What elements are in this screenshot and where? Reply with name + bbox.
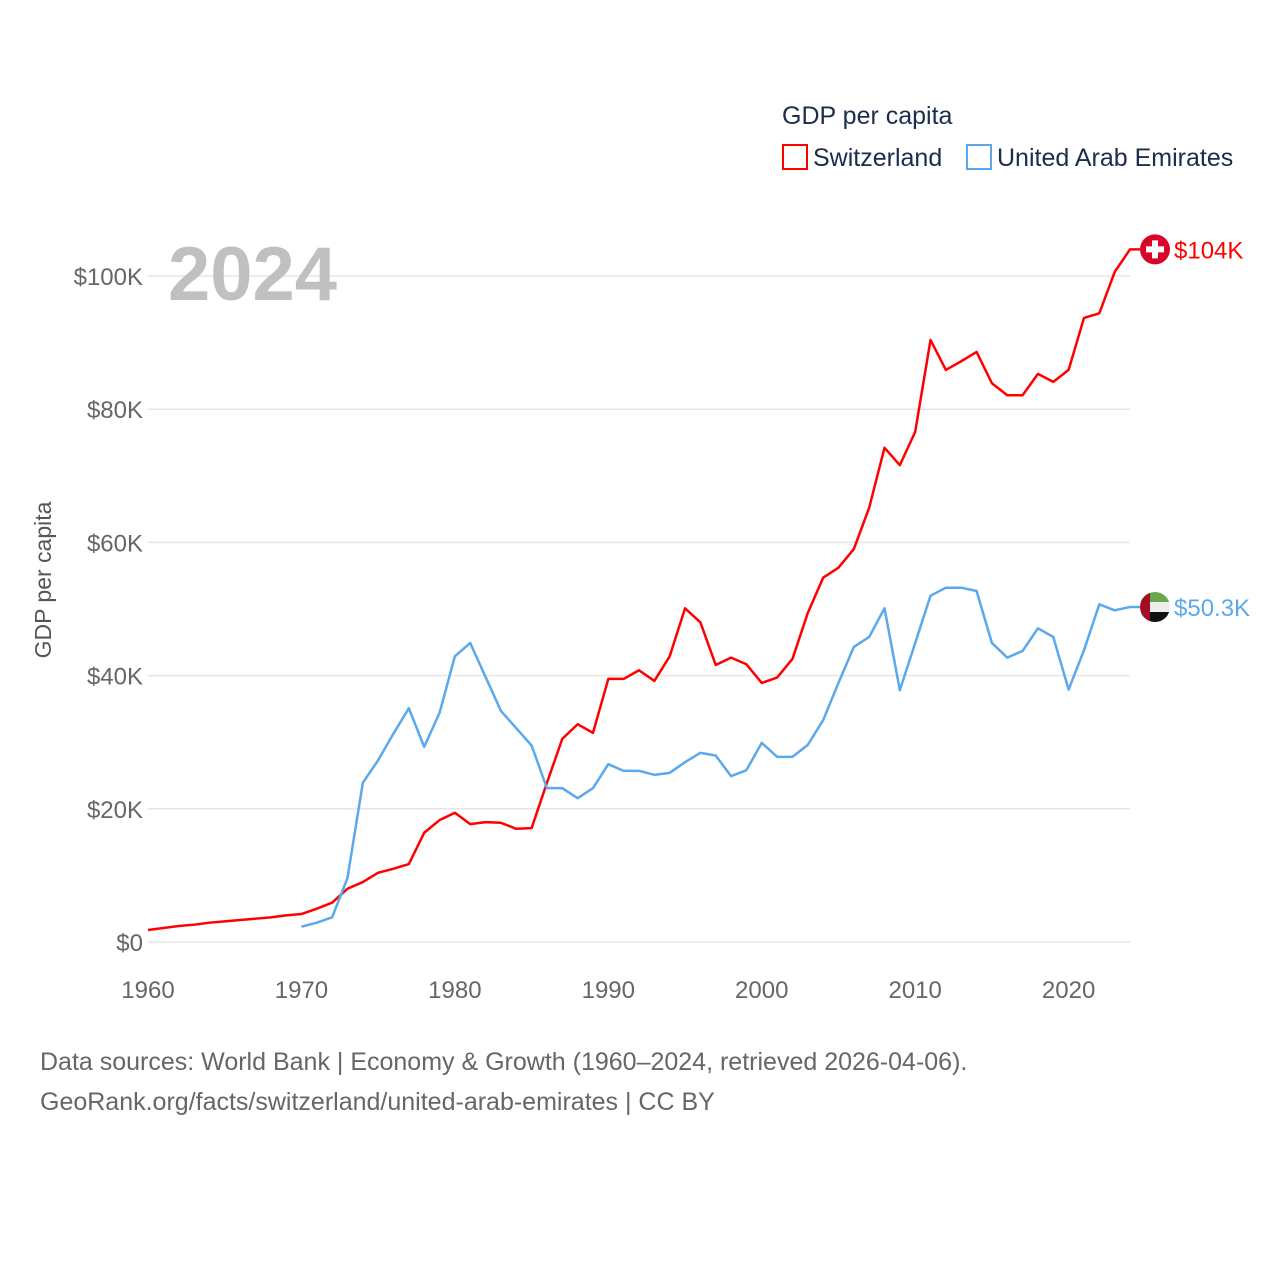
y-tick-label: $40K bbox=[87, 664, 143, 691]
source-line: Data sources: World Bank | Economy & Gro… bbox=[40, 1048, 968, 1076]
legend-label: Switzerland bbox=[813, 144, 942, 172]
legend-swatch bbox=[782, 144, 808, 170]
end-value-label: $50.3K bbox=[1174, 595, 1250, 622]
x-tick-label: 1980 bbox=[428, 977, 481, 1004]
y-axis-label: GDP per capita bbox=[30, 501, 56, 658]
y-tick-label: $60K bbox=[87, 530, 143, 557]
x-tick-label: 1990 bbox=[582, 977, 635, 1004]
legend-title: GDP per capita bbox=[782, 102, 953, 130]
url-line[interactable]: GeoRank.org/facts/switzerland/united-ara… bbox=[40, 1088, 715, 1116]
footer: Data sources: World Bank | Economy & Gro… bbox=[40, 1042, 967, 1122]
y-tick-label: $80K bbox=[87, 397, 143, 424]
x-tick-label: 2020 bbox=[1042, 977, 1095, 1004]
series-line-uae bbox=[301, 586, 1140, 928]
end-value-label: $104K bbox=[1174, 237, 1243, 264]
x-tick-label: 1970 bbox=[275, 977, 328, 1004]
x-tick-label: 2000 bbox=[735, 977, 788, 1004]
legend-label: United Arab Emirates bbox=[997, 144, 1233, 172]
uae-flag-icon bbox=[1140, 592, 1170, 623]
y-tick-label: $100K bbox=[74, 264, 143, 291]
year-watermark: 2024 bbox=[168, 232, 337, 317]
x-tick-label: 2010 bbox=[888, 977, 941, 1004]
y-tick-label: $20K bbox=[87, 797, 143, 824]
legend-swatch bbox=[966, 144, 992, 170]
x-tick-label: 1960 bbox=[121, 977, 174, 1004]
switzerland-flag-icon bbox=[1140, 234, 1170, 265]
legend-item-switzerland[interactable]: Switzerland bbox=[782, 144, 942, 172]
legend-item-uae[interactable]: United Arab Emirates bbox=[966, 144, 1233, 172]
series-line-switzerland bbox=[147, 248, 1140, 932]
y-tick-label: $0 bbox=[116, 930, 143, 957]
